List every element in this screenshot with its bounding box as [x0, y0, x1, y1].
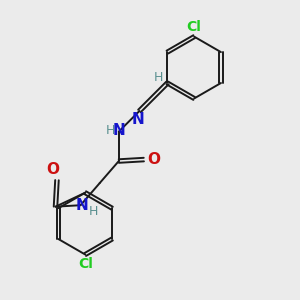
Text: Cl: Cl [78, 257, 93, 272]
Text: H: H [106, 124, 115, 136]
Text: H: H [89, 205, 98, 218]
Text: N: N [112, 123, 125, 138]
Text: O: O [147, 152, 161, 167]
Text: N: N [132, 112, 144, 128]
Text: H: H [153, 71, 163, 84]
Text: Cl: Cl [187, 20, 202, 34]
Text: O: O [46, 162, 59, 177]
Text: N: N [76, 198, 88, 213]
